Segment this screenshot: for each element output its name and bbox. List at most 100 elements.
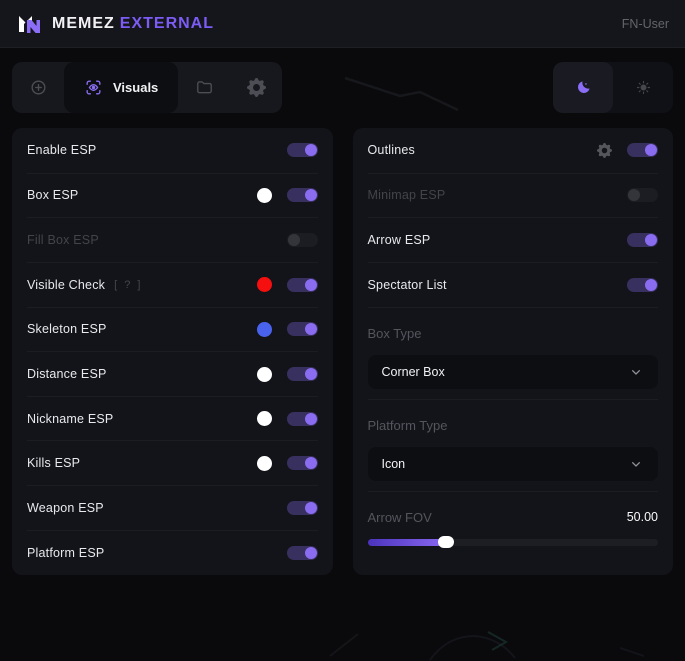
toggle-knob (304, 457, 317, 470)
toggle-switch[interactable] (627, 188, 658, 203)
row-platform-esp: Platform ESP (27, 529, 318, 575)
toggle-switch[interactable] (286, 367, 318, 382)
select-box-type[interactable]: Corner Box (367, 354, 658, 389)
slider-knob[interactable] (437, 536, 454, 549)
tab-label: Visuals (113, 80, 159, 95)
tab-settings[interactable] (230, 62, 282, 113)
color-swatch[interactable] (256, 187, 272, 203)
row-label: Fill Box ESP (27, 233, 99, 248)
row-label: Weapon ESP (27, 500, 104, 515)
row-controls (627, 277, 658, 292)
row-spectator-list: Spectator List (367, 261, 658, 307)
moon-icon (575, 79, 592, 96)
row-kills-esp: Kills ESP (27, 440, 318, 485)
color-swatch[interactable] (256, 277, 272, 293)
tab-configs[interactable] (178, 62, 230, 113)
row-label: Skeleton ESP (27, 322, 107, 337)
row-distance-esp: Distance ESP (27, 351, 318, 396)
chevron-down-icon (628, 364, 644, 380)
row-controls (597, 142, 658, 158)
row-fill-box-esp: Fill Box ESP (27, 217, 318, 262)
tab-aimbot[interactable] (12, 62, 64, 113)
toggle-switch[interactable] (286, 233, 318, 248)
brand-primary: MEMEZ (52, 14, 115, 32)
select-value: Icon (381, 456, 406, 471)
theme-toggle (553, 62, 673, 113)
toggle-knob (304, 546, 317, 559)
row-weapon-esp: Weapon ESP (27, 485, 318, 530)
theme-light-button[interactable] (613, 62, 673, 113)
slider-fill (367, 538, 446, 546)
select-platform-type[interactable]: Icon (367, 446, 658, 481)
brand-accent: EXTERNAL (119, 14, 215, 32)
field-label: Platform Type (367, 417, 448, 433)
toggle-knob (645, 278, 657, 291)
help-hint: [ ? ] (114, 278, 143, 291)
toggle-knob (628, 189, 640, 202)
row-visible-check: Visible Check [ ? ] (27, 261, 318, 307)
slider-value: 50.00 (626, 510, 658, 525)
sun-icon (635, 79, 652, 96)
toggle-knob (304, 323, 317, 336)
row-label: Outlines (367, 143, 415, 158)
row-label: Spectator List (367, 277, 447, 292)
row-enable-esp: Enable ESP (27, 128, 318, 173)
slider-arrow-fov: Arrow FOV 50.00 (367, 490, 658, 560)
panel-right: Outlines Minimap ESP Arrow ESP Spectator Li… (352, 128, 673, 575)
color-swatch[interactable] (256, 366, 272, 382)
toggle-knob (645, 234, 657, 247)
toggle-switch[interactable] (286, 322, 318, 337)
toggle-knob (304, 278, 317, 291)
row-label: Platform ESP (27, 545, 105, 560)
row-label: Kills ESP (27, 456, 81, 471)
field-platform-type: Platform Type Icon (367, 398, 658, 491)
row-controls (256, 277, 318, 293)
chevron-down-icon (628, 456, 644, 472)
slider-track[interactable] (367, 536, 658, 549)
toggle-knob (287, 234, 300, 247)
row-controls (286, 545, 318, 560)
tab-visuals[interactable]: Visuals (64, 62, 179, 113)
row-controls (256, 187, 318, 203)
row-label: Box ESP (27, 188, 79, 203)
toggle-switch[interactable] (627, 143, 658, 158)
row-controls (627, 188, 658, 203)
toggle-switch[interactable] (286, 456, 318, 471)
row-controls (286, 143, 318, 158)
toggle-switch[interactable] (627, 277, 658, 292)
row-controls (256, 321, 318, 337)
panel-left-body: Enable ESP Box ESP Fill Box ESP Visible Che… (27, 128, 318, 574)
toggle-switch[interactable] (286, 188, 318, 203)
row-label: Distance ESP (27, 367, 107, 382)
panel-right-body: Outlines Minimap ESP Arrow ESP Spectator Li… (367, 128, 658, 560)
row-controls (256, 455, 318, 471)
app-header: MEMEZ EXTERNAL FN-User (0, 0, 685, 48)
panels: Enable ESP Box ESP Fill Box ESP Visible Che… (12, 128, 673, 575)
color-swatch[interactable] (256, 455, 272, 471)
color-swatch[interactable] (256, 411, 272, 427)
toolbar: Visuals (12, 62, 283, 113)
toggle-switch[interactable] (286, 545, 318, 560)
toolbar-row: Visuals (12, 62, 673, 113)
toggle-knob (304, 368, 317, 381)
toggle-switch[interactable] (627, 233, 658, 248)
theme-dark-button[interactable] (553, 62, 613, 113)
toggle-switch[interactable] (286, 143, 318, 158)
toggle-switch[interactable] (286, 277, 318, 292)
toggle-knob (645, 144, 657, 157)
main-area: Visuals Enable ESP Box ESP Fill Box ESP Vis… (0, 62, 685, 575)
toggle-switch[interactable] (286, 500, 318, 515)
toggle-switch[interactable] (286, 411, 318, 426)
row-skeleton-esp: Skeleton ESP (27, 306, 318, 352)
field-label: Box Type (367, 325, 422, 341)
color-swatch[interactable] (256, 321, 272, 337)
row-box-esp: Box ESP (27, 172, 318, 218)
toggle-knob (304, 144, 317, 157)
panel-left: Enable ESP Box ESP Fill Box ESP Visible Che… (12, 128, 333, 575)
username-label: FN-User (621, 16, 669, 31)
eye-scan-icon (84, 78, 103, 97)
gear-icon[interactable] (597, 142, 612, 158)
row-label: Arrow ESP (367, 233, 431, 248)
row-arrow-esp: Arrow ESP (367, 217, 658, 262)
row-controls (286, 233, 318, 248)
